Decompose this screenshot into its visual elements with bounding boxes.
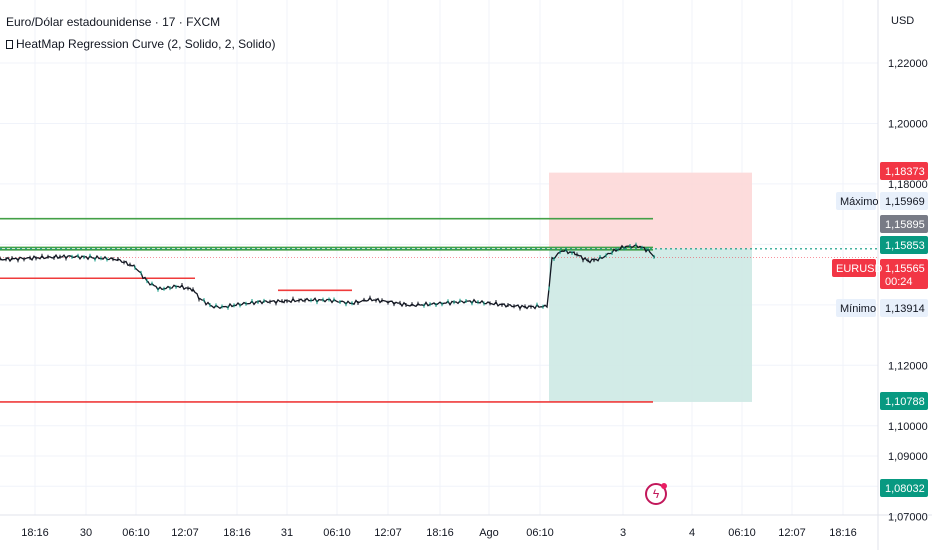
time-tick: 3 xyxy=(620,527,626,539)
time-tick: 06:10 xyxy=(728,527,756,539)
price-label: 1,13914 xyxy=(885,303,925,315)
price-label: 1,15969 xyxy=(885,196,925,208)
price-label: 1,10788 xyxy=(885,396,925,408)
time-tick: 30 xyxy=(80,527,92,539)
price-tag-bg xyxy=(836,192,876,210)
price-tick: 1,18000 xyxy=(888,179,928,191)
indicator-label[interactable]: HeatMap Regression Curve (2, Solido, 2, … xyxy=(16,37,276,51)
price-label: 1,18373 xyxy=(885,166,925,178)
time-tick: 06:10 xyxy=(526,527,554,539)
price-label-bg xyxy=(880,299,928,317)
price-tag: Máximo xyxy=(840,196,879,208)
price-line xyxy=(0,243,656,310)
price-tag: EURUSD xyxy=(836,263,883,275)
time-tick: 18:16 xyxy=(829,527,857,539)
price-tick: 1,07000 xyxy=(888,511,928,523)
time-tick: 06:10 xyxy=(122,527,150,539)
currency-label[interactable]: USD xyxy=(891,15,915,27)
time-tick: 12:07 xyxy=(171,527,199,539)
price-label-bg xyxy=(880,479,928,497)
price-label: 1,15565 xyxy=(885,263,925,275)
countdown-label: 00:24 xyxy=(885,276,913,288)
chart-legend: Euro/Dólar estadounidense · 17 · FXCM He… xyxy=(6,14,275,52)
price-label-bg xyxy=(880,392,928,410)
price-label-bg xyxy=(880,215,928,233)
price-tag-bg xyxy=(836,299,876,317)
price-label-bg xyxy=(880,236,928,254)
horizontal-lines[interactable] xyxy=(0,217,878,403)
price-label-bg xyxy=(880,259,928,289)
take-profit-zone xyxy=(549,248,752,402)
time-tick: 12:07 xyxy=(778,527,806,539)
price-label-bg xyxy=(880,192,928,210)
time-tick: Ago xyxy=(479,527,499,539)
position-zones[interactable] xyxy=(549,172,752,402)
price-label-bg xyxy=(880,162,928,180)
time-tick: 18:16 xyxy=(21,527,49,539)
price-series xyxy=(0,242,656,311)
price-tag-bg xyxy=(832,259,876,277)
time-tick: 12:07 xyxy=(374,527,402,539)
price-tick: 1,20000 xyxy=(888,118,928,130)
time-tick: 18:16 xyxy=(426,527,454,539)
time-axis[interactable]: 18:16 30 06:10 12:07 18:16 31 06:10 12:07 18:16 A… xyxy=(21,527,857,539)
time-tick: 06:10 xyxy=(323,527,351,539)
price-tick: 1,10000 xyxy=(888,421,928,433)
symbol-title[interactable]: Euro/Dólar estadounidense · 17 · FXCM xyxy=(6,15,221,29)
time-tick: 31 xyxy=(281,527,293,539)
time-tick: 4 xyxy=(689,527,695,539)
price-tick: 1,12000 xyxy=(888,360,928,372)
square-icon xyxy=(6,40,13,49)
price-label: 1,15895 xyxy=(885,219,925,231)
price-tag: Mínimo xyxy=(840,303,876,315)
lightning-icon[interactable]: ϟ xyxy=(645,483,667,505)
price-tick: 1,22000 xyxy=(888,58,928,70)
stop-loss-zone xyxy=(549,172,752,249)
price-label: 1,08032 xyxy=(885,483,925,495)
price-tick: 1,09000 xyxy=(888,451,928,463)
price-scale[interactable]: 1,22000 1,20000 1,18000 1,12000 1,10000 1,090… xyxy=(832,58,928,523)
time-tick: 18:16 xyxy=(223,527,251,539)
price-label: 1,15853 xyxy=(885,240,925,252)
